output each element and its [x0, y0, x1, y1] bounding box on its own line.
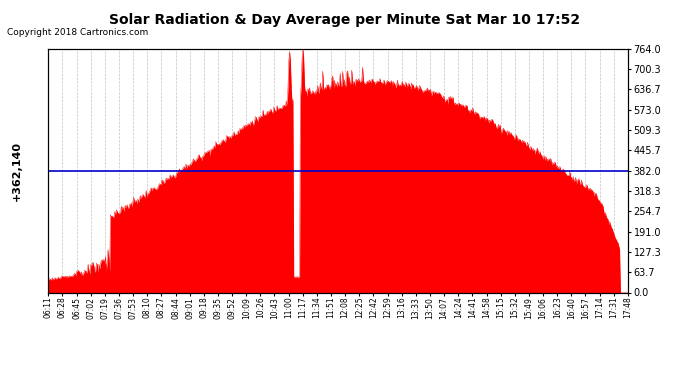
Text: Copyright 2018 Cartronics.com: Copyright 2018 Cartronics.com — [7, 28, 148, 37]
Text: +362,140: +362,140 — [12, 141, 21, 201]
Text: Solar Radiation & Day Average per Minute Sat Mar 10 17:52: Solar Radiation & Day Average per Minute… — [110, 13, 580, 27]
